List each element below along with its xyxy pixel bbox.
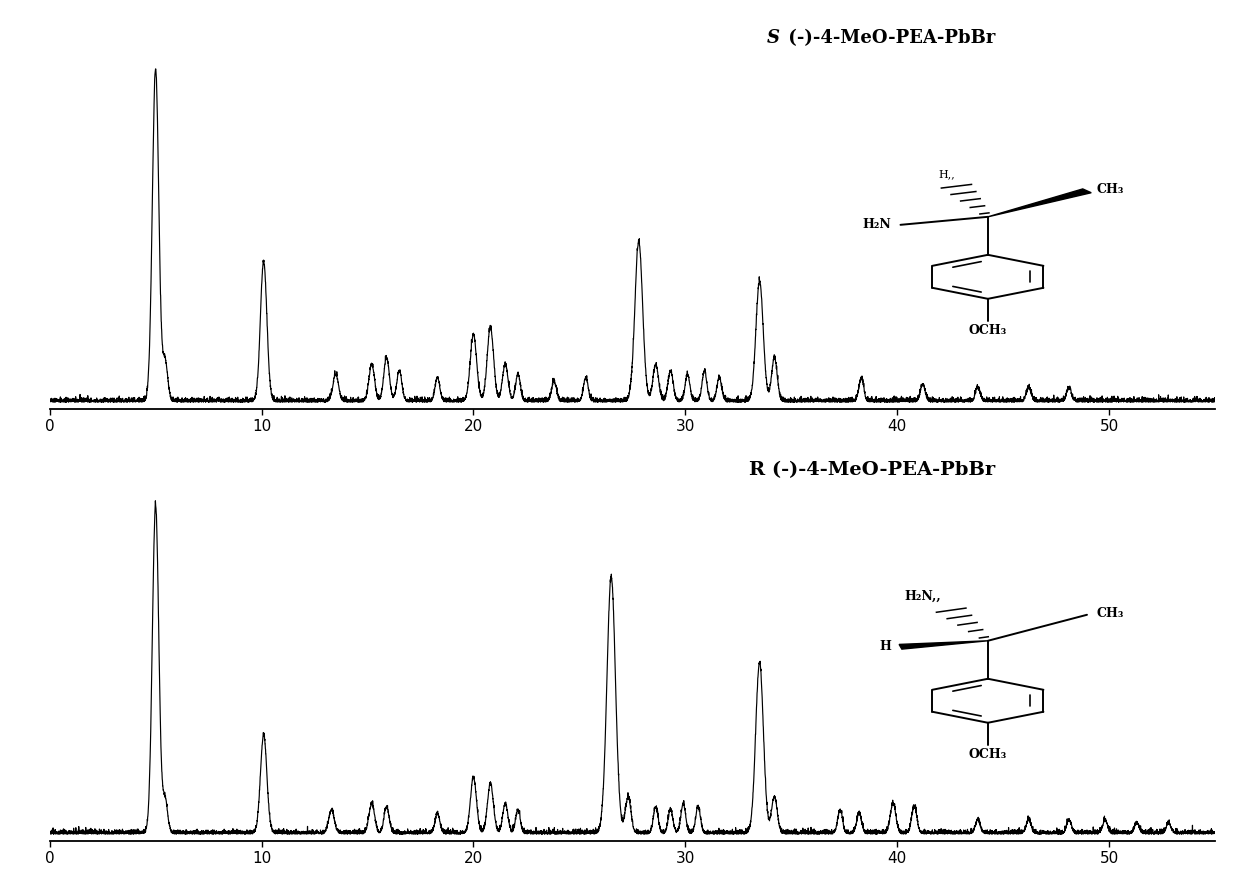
Text: H,,: H,, bbox=[939, 170, 956, 180]
Text: (-)-4-MeO-PEA-PbBr: (-)-4-MeO-PEA-PbBr bbox=[781, 29, 994, 47]
Text: S: S bbox=[766, 29, 780, 47]
Text: R (-)-4-MeO-PEA-PbBr: R (-)-4-MeO-PEA-PbBr bbox=[749, 461, 996, 479]
Text: CH₃: CH₃ bbox=[1096, 607, 1123, 620]
Text: OCH₃: OCH₃ bbox=[968, 324, 1007, 336]
Polygon shape bbox=[988, 189, 1091, 217]
Text: H₂N: H₂N bbox=[862, 218, 892, 230]
Text: H₂N,,: H₂N,, bbox=[904, 589, 941, 603]
Text: CH₃: CH₃ bbox=[1096, 183, 1123, 196]
Polygon shape bbox=[899, 641, 988, 649]
Text: OCH₃: OCH₃ bbox=[968, 748, 1007, 760]
Text: H: H bbox=[879, 640, 892, 653]
